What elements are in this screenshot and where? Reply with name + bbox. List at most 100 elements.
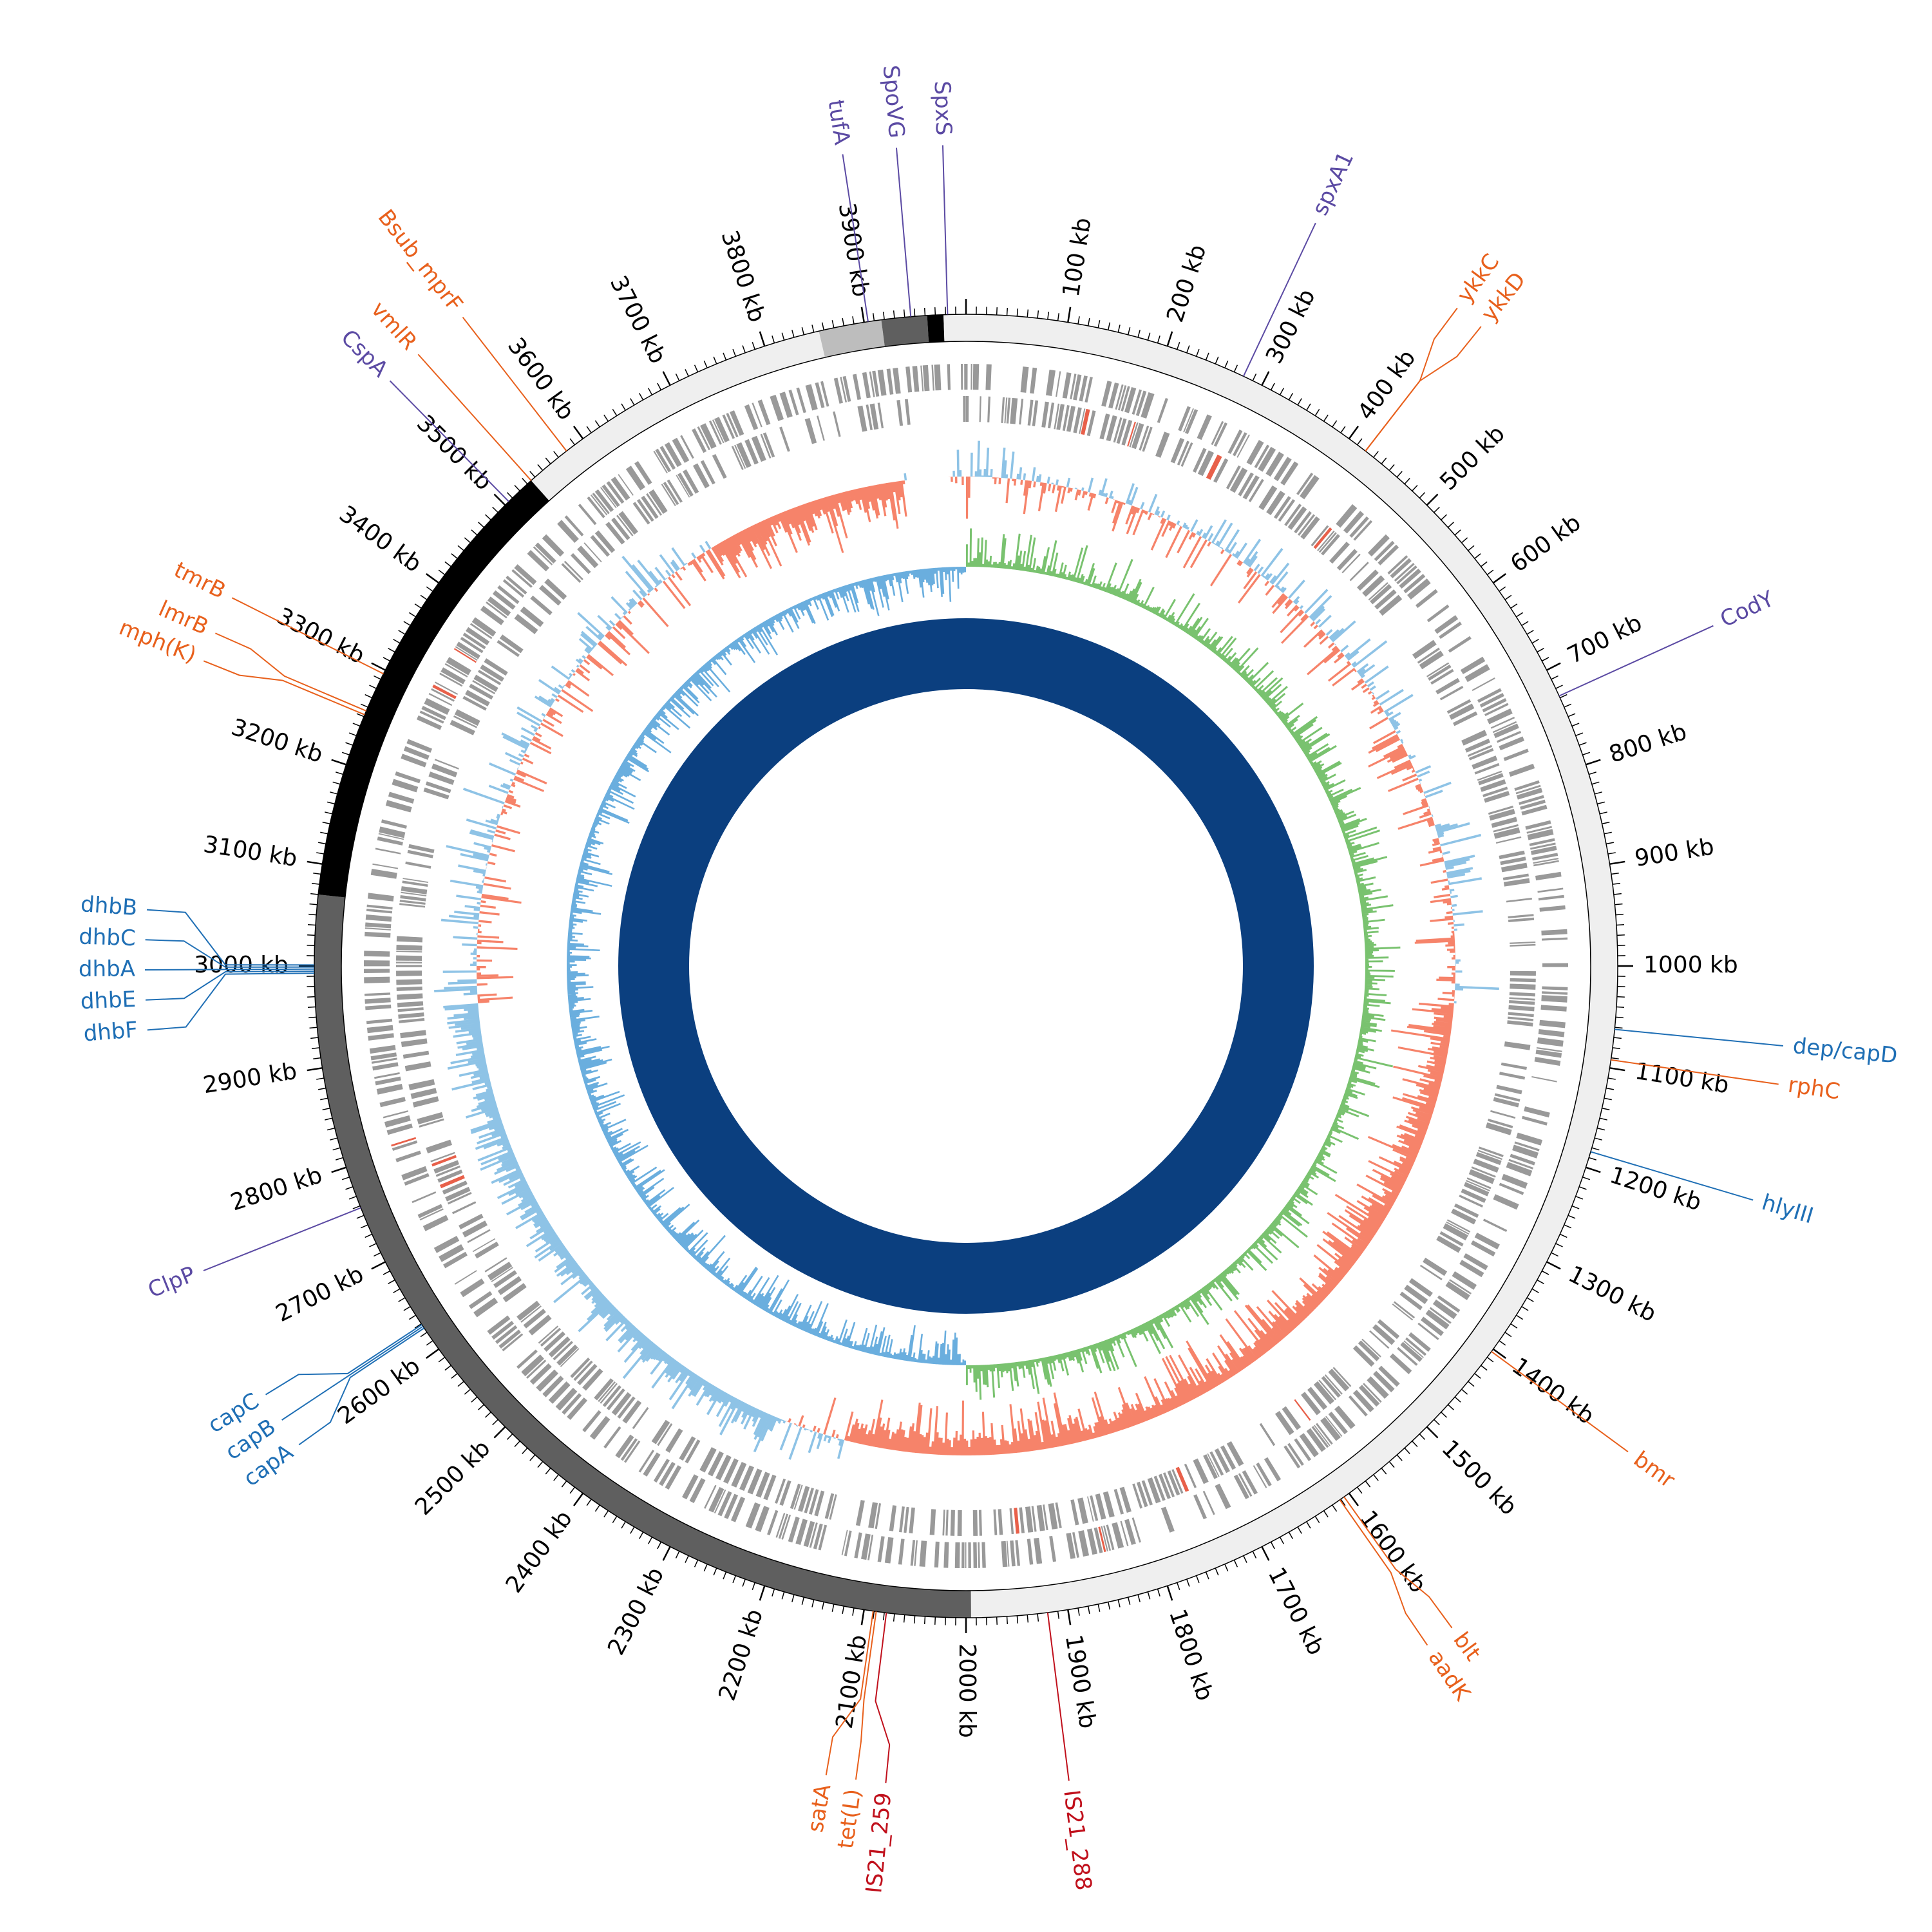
major-tick xyxy=(493,1426,506,1439)
minor-tick xyxy=(307,934,316,936)
minor-tick xyxy=(1441,514,1447,520)
minor-tick xyxy=(586,1499,592,1506)
minor-tick xyxy=(345,1186,354,1190)
minor-tick xyxy=(1510,1323,1518,1329)
minor-tick xyxy=(621,1521,626,1529)
minor-tick xyxy=(478,1404,484,1410)
minor-tick xyxy=(1602,821,1610,824)
minor-tick xyxy=(831,1604,835,1612)
minor-tick xyxy=(1578,742,1587,746)
minor-tick xyxy=(1582,752,1591,755)
gene-leader-line xyxy=(875,1613,891,1783)
minor-tick xyxy=(586,426,592,433)
minor-tick xyxy=(1591,1147,1600,1151)
minor-tick xyxy=(1594,791,1602,795)
minor-tick xyxy=(1499,1340,1506,1346)
major-tick xyxy=(1348,426,1359,440)
minor-tick xyxy=(1510,603,1518,609)
tick-label: 300 kb xyxy=(1261,285,1321,368)
minor-tick xyxy=(694,1560,699,1567)
minor-tick xyxy=(842,317,845,327)
minor-tick xyxy=(630,398,635,406)
minor-tick xyxy=(791,330,795,338)
minor-tick xyxy=(352,1205,361,1209)
minor-tick xyxy=(732,348,736,357)
minor-tick xyxy=(1537,1279,1544,1284)
minor-tick xyxy=(514,1441,520,1447)
gene-label: dhbC xyxy=(79,923,137,951)
minor-tick xyxy=(630,1526,635,1534)
minor-tick xyxy=(1279,1537,1284,1544)
minor-tick xyxy=(893,1613,895,1622)
major-tick xyxy=(493,493,506,506)
minor-tick xyxy=(1215,1567,1219,1576)
contig-segment xyxy=(819,319,885,358)
gene-leader-line xyxy=(1558,625,1714,697)
gene-label: SpoVG xyxy=(878,64,909,140)
gene-label: dhbB xyxy=(80,891,138,921)
minor-tick xyxy=(365,694,372,699)
minor-tick xyxy=(1419,1434,1426,1440)
major-tick xyxy=(331,1166,346,1173)
minor-tick xyxy=(369,685,377,689)
minor-tick xyxy=(1357,438,1363,446)
minor-tick xyxy=(657,1542,662,1549)
tick-label: 2300 kb xyxy=(603,1563,669,1659)
minor-tick xyxy=(1486,1357,1494,1363)
minor-tick xyxy=(1332,1504,1338,1512)
gene-leader-line xyxy=(417,354,532,481)
minor-tick xyxy=(1481,1365,1488,1371)
gene-label: CodY xyxy=(1716,586,1778,633)
minor-tick xyxy=(1604,1097,1612,1101)
minor-tick xyxy=(1016,1615,1019,1624)
tick-label: 2800 kb xyxy=(227,1162,325,1216)
gene-leader-line xyxy=(895,147,912,317)
tick-label: 3700 kb xyxy=(605,272,671,368)
tick-label: 2200 kb xyxy=(714,1606,768,1704)
minor-tick xyxy=(1597,801,1605,805)
tick-label: 700 kb xyxy=(1563,610,1646,670)
minor-tick xyxy=(1373,451,1379,458)
minor-tick xyxy=(514,485,520,491)
minor-tick xyxy=(1567,713,1576,717)
minor-tick xyxy=(1560,694,1567,699)
minor-tick xyxy=(311,882,320,885)
minor-tick xyxy=(1288,1531,1294,1539)
minor-tick xyxy=(675,1551,680,1558)
major-tick xyxy=(1609,1067,1625,1072)
minor-tick xyxy=(310,893,319,895)
minor-tick xyxy=(1087,317,1090,327)
minor-tick xyxy=(612,409,618,416)
minor-tick xyxy=(1137,330,1141,338)
minor-tick xyxy=(1147,1591,1151,1600)
tick-label: 3500 kb xyxy=(412,410,497,496)
tick-label: 2500 kb xyxy=(410,1435,496,1520)
minor-tick xyxy=(694,365,699,372)
minor-tick xyxy=(1006,307,1009,316)
minor-tick xyxy=(1441,1412,1447,1418)
minor-tick xyxy=(1396,471,1403,478)
minor-tick xyxy=(621,403,626,411)
minor-tick xyxy=(348,732,357,736)
minor-tick xyxy=(1404,1448,1410,1454)
major-tick xyxy=(1546,662,1561,671)
major-tick xyxy=(1426,1426,1439,1439)
minor-tick xyxy=(398,630,406,635)
gene-leader-line xyxy=(1491,1350,1629,1453)
minor-tick xyxy=(393,638,401,644)
gene-leader-line xyxy=(145,939,315,968)
minor-tick xyxy=(1560,1233,1567,1238)
minor-tick xyxy=(1597,1127,1605,1131)
minor-tick xyxy=(356,713,365,717)
minor-tick xyxy=(307,996,316,998)
minor-tick xyxy=(781,1591,785,1600)
minor-tick xyxy=(1551,675,1558,680)
minor-tick xyxy=(893,310,895,319)
minor-tick xyxy=(1224,1564,1229,1572)
gene-leader-line xyxy=(1343,1496,1453,1629)
minor-tick xyxy=(360,1224,368,1229)
minor-tick xyxy=(1412,1441,1418,1447)
minor-tick xyxy=(360,703,368,708)
minor-tick xyxy=(1564,1224,1572,1229)
